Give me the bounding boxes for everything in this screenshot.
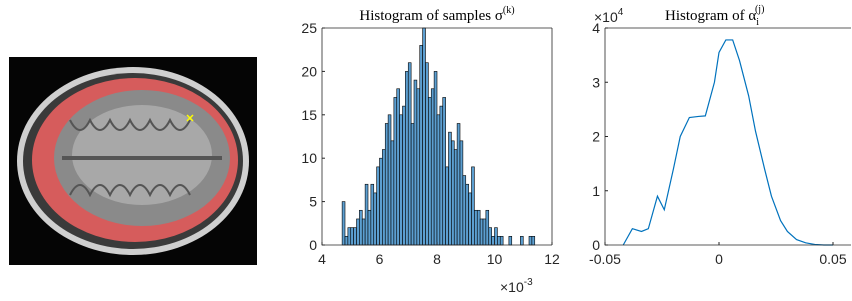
bar (497, 236, 500, 245)
y-tick-label: 10 (301, 150, 317, 166)
y-tick-label: 1 (592, 183, 600, 199)
bar (477, 210, 480, 245)
x-tick-label: 8 (433, 251, 441, 267)
axes-box (605, 28, 851, 245)
y-tick-label: 25 (301, 20, 317, 36)
y-tick-label: 2 (592, 129, 600, 145)
bar (466, 184, 469, 245)
x-tick-label: 0.05 (819, 251, 846, 267)
y-tick-label: 3 (592, 74, 600, 90)
bar (351, 228, 354, 245)
bar (457, 123, 460, 245)
bar (437, 115, 440, 245)
bar (532, 236, 535, 245)
bar (342, 202, 345, 245)
bar (357, 219, 360, 245)
line (623, 40, 833, 245)
bar (377, 167, 380, 245)
bar (426, 63, 429, 245)
bar (434, 71, 437, 245)
bar (454, 150, 457, 245)
x-multiplier: ×10-3 (500, 277, 533, 295)
bar (403, 106, 406, 245)
multiplier-exponent: -3 (524, 277, 533, 288)
bar (397, 89, 400, 245)
chart-title: Histogram of samples σ(k) (359, 5, 514, 24)
bar (405, 71, 408, 245)
page: 46810120510152025Histogram of samples σ(… (0, 0, 852, 301)
bar (469, 193, 472, 245)
bar (460, 141, 463, 245)
bar (345, 236, 348, 245)
bar (420, 45, 423, 245)
y-tick-label: 0 (309, 237, 317, 253)
bar (474, 210, 477, 245)
y-multiplier: ×104 (594, 7, 624, 25)
bar (400, 115, 403, 245)
bar (486, 210, 489, 245)
bar (509, 236, 512, 245)
bar (423, 28, 426, 245)
bar (411, 123, 414, 245)
bar (368, 210, 371, 245)
bar (382, 150, 385, 245)
x-tick-label: -0.05 (589, 251, 621, 267)
figure: 46810120510152025Histogram of samples σ(… (0, 0, 852, 301)
bar (483, 219, 486, 245)
chart-title: Histogram of αi (j) (665, 4, 764, 28)
multiplier-exponent: 4 (618, 7, 624, 18)
x-tick-label: 0 (715, 251, 723, 267)
bar (451, 141, 454, 245)
y-tick-label: 0 (592, 237, 600, 253)
bar (374, 193, 377, 245)
bar (417, 89, 420, 245)
bar (354, 228, 357, 245)
bar (449, 132, 452, 245)
bar (414, 80, 417, 245)
x-tick-label: 6 (376, 251, 384, 267)
bar (529, 236, 532, 245)
multiplier-base: ×10 (594, 9, 618, 25)
bar (380, 158, 383, 245)
bar (408, 63, 411, 245)
bar (428, 97, 431, 245)
bar (443, 97, 446, 245)
x-tick-label: 10 (487, 251, 503, 267)
multiplier-base: ×10 (500, 279, 524, 295)
bar (500, 236, 503, 245)
title-superscript: (k) (503, 5, 515, 16)
bar (472, 167, 475, 245)
bar (388, 115, 391, 245)
bar (359, 210, 362, 245)
title-text: Histogram of α (665, 8, 756, 24)
bar (394, 97, 397, 245)
x-tick-label: 12 (544, 251, 560, 267)
bar (365, 184, 368, 245)
bar (440, 106, 443, 245)
x-tick-label: 4 (318, 251, 326, 267)
title-superscript: (j) (755, 4, 764, 15)
y-tick-label: 5 (309, 194, 317, 210)
bar (391, 141, 394, 245)
bar (463, 176, 466, 245)
bar (348, 228, 351, 245)
bar (489, 228, 492, 245)
title-text: Histogram of samples σ (359, 8, 502, 24)
bar (446, 167, 449, 245)
y-tick-label: 15 (301, 107, 317, 123)
bar (385, 123, 388, 245)
title-subscript: i (756, 17, 759, 28)
bar (371, 184, 374, 245)
brain-image (9, 57, 257, 265)
bar (480, 219, 483, 245)
y-tick-label: 20 (301, 63, 317, 79)
histogram-chart: 4 6 8 10 12 0 5 10 15 20 25 Histogram of samples σ(… (301, 5, 560, 295)
bar (362, 219, 365, 245)
bar (431, 89, 434, 245)
bar (520, 236, 523, 245)
